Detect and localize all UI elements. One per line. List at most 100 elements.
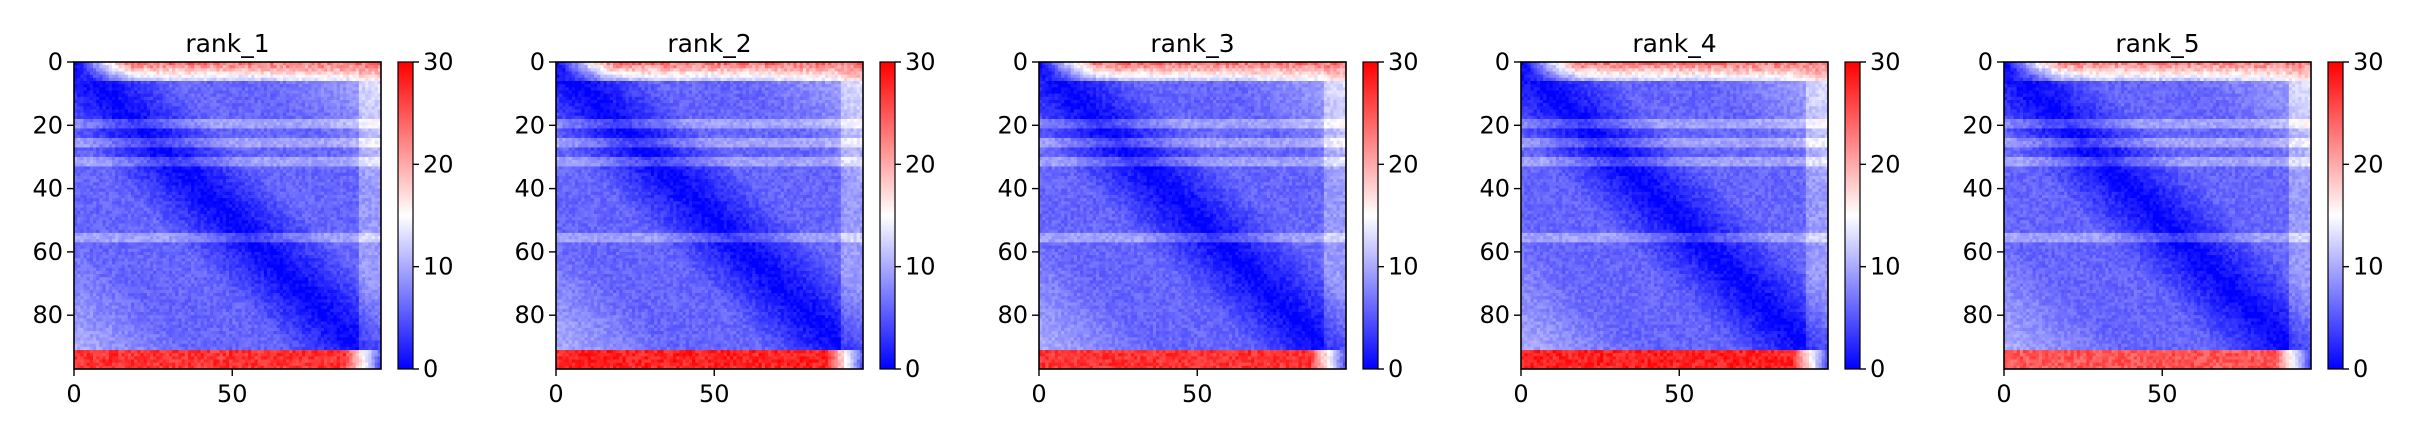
heatmap-cell — [194, 113, 198, 117]
heatmap-cell — [156, 173, 160, 177]
heatmap-cell — [254, 128, 258, 132]
heatmap-cell — [83, 170, 87, 174]
heatmap-cell — [137, 138, 141, 142]
heatmap-cell — [280, 157, 284, 161]
heatmap-cell — [346, 151, 350, 155]
heatmap-cell — [349, 170, 353, 174]
heatmap-cell — [144, 125, 148, 129]
heatmap-cell — [90, 170, 94, 174]
heatmap-cell — [232, 141, 236, 145]
heatmap-cell — [134, 179, 138, 183]
heatmap-cell — [267, 135, 271, 139]
heatmap-cell — [137, 84, 141, 88]
heatmap-cell — [223, 173, 227, 177]
heatmap-cell — [296, 100, 300, 104]
heatmap-cell — [273, 113, 277, 117]
heatmap-cell — [140, 87, 144, 91]
heatmap-cell — [112, 106, 116, 110]
heatmap-cell — [245, 166, 249, 170]
heatmap-cell — [118, 163, 122, 167]
heatmap-cell — [356, 109, 360, 113]
heatmap-cell — [270, 132, 274, 136]
heatmap-cell — [216, 163, 220, 167]
heatmap-cell — [109, 122, 113, 126]
heatmap-cell — [254, 103, 258, 107]
heatmap-cell — [229, 81, 233, 85]
heatmap-cell — [147, 147, 151, 151]
heatmap-cell — [251, 68, 255, 72]
heatmap-cell — [220, 81, 224, 85]
heatmap-cell — [172, 179, 176, 183]
heatmap-cell — [147, 68, 151, 72]
heatmap-cell — [109, 166, 113, 170]
heatmap-cell — [286, 157, 290, 161]
heatmap-cell — [150, 135, 154, 139]
heatmap-cell — [321, 65, 325, 69]
heatmap-cell — [229, 122, 233, 126]
heatmap-cell — [185, 170, 189, 174]
heatmap-cell — [115, 90, 119, 94]
heatmap-cell — [242, 100, 246, 104]
heatmap-cell — [349, 68, 353, 72]
heatmap-cell — [128, 132, 132, 136]
heatmap-cell — [93, 84, 97, 88]
heatmap-cell — [368, 75, 372, 79]
heatmap-cell — [147, 170, 151, 174]
heatmap-cell — [305, 116, 309, 120]
heatmap-cell — [283, 135, 287, 139]
heatmap-cell — [318, 119, 322, 123]
heatmap-cell — [163, 109, 167, 113]
heatmap-cell — [159, 144, 163, 148]
heatmap-cell — [106, 163, 110, 167]
heatmap-cell — [156, 157, 160, 161]
heatmap-cell — [349, 90, 353, 94]
heatmap-cell — [264, 166, 268, 170]
heatmap-cell — [216, 90, 220, 94]
heatmap-cell — [254, 71, 258, 75]
heatmap-cell — [109, 179, 113, 183]
heatmap-cell — [166, 166, 170, 170]
heatmap-cell — [83, 125, 87, 129]
heatmap-cell — [308, 166, 312, 170]
heatmap-cell — [197, 106, 201, 110]
heatmap-cell — [308, 78, 312, 82]
heatmap-cell — [223, 119, 227, 123]
heatmap-cell — [302, 154, 306, 158]
heatmap-cell — [356, 147, 360, 151]
heatmap-cell — [128, 116, 132, 120]
heatmap-cell — [182, 119, 186, 123]
heatmap-cell — [156, 103, 160, 107]
heatmap-cell — [175, 122, 179, 126]
heatmap-cell — [163, 122, 167, 126]
heatmap-cell — [99, 135, 103, 139]
heatmap-cell — [159, 78, 163, 82]
heatmap-cell — [283, 100, 287, 104]
heatmap-cell — [365, 132, 369, 136]
heatmap-cell — [169, 119, 173, 123]
heatmap-cell — [356, 97, 360, 101]
heatmap-cell — [365, 176, 369, 180]
heatmap-cell — [150, 138, 154, 142]
heatmap-cell — [197, 84, 201, 88]
heatmap-cell — [210, 100, 214, 104]
heatmap-cell — [248, 65, 252, 69]
heatmap-cell — [197, 157, 201, 161]
heatmap-cell — [242, 151, 246, 155]
heatmap-cell — [112, 160, 116, 164]
heatmap-cell — [305, 173, 309, 177]
heatmap-cell — [96, 138, 100, 142]
heatmap-cell — [296, 154, 300, 158]
heatmap-cell — [185, 166, 189, 170]
heatmap-cell — [362, 71, 366, 75]
heatmap-cell — [340, 116, 344, 120]
heatmap-cell — [330, 138, 334, 142]
heatmap-cell — [128, 141, 132, 145]
heatmap-cell — [93, 138, 97, 142]
heatmap-cell — [349, 163, 353, 167]
heatmap-cell — [324, 144, 328, 148]
heatmap-cell — [216, 151, 220, 155]
heatmap-cell — [213, 103, 217, 107]
heatmap-cell — [305, 166, 309, 170]
heatmap-cell — [223, 176, 227, 180]
heatmap-cell — [128, 135, 132, 139]
